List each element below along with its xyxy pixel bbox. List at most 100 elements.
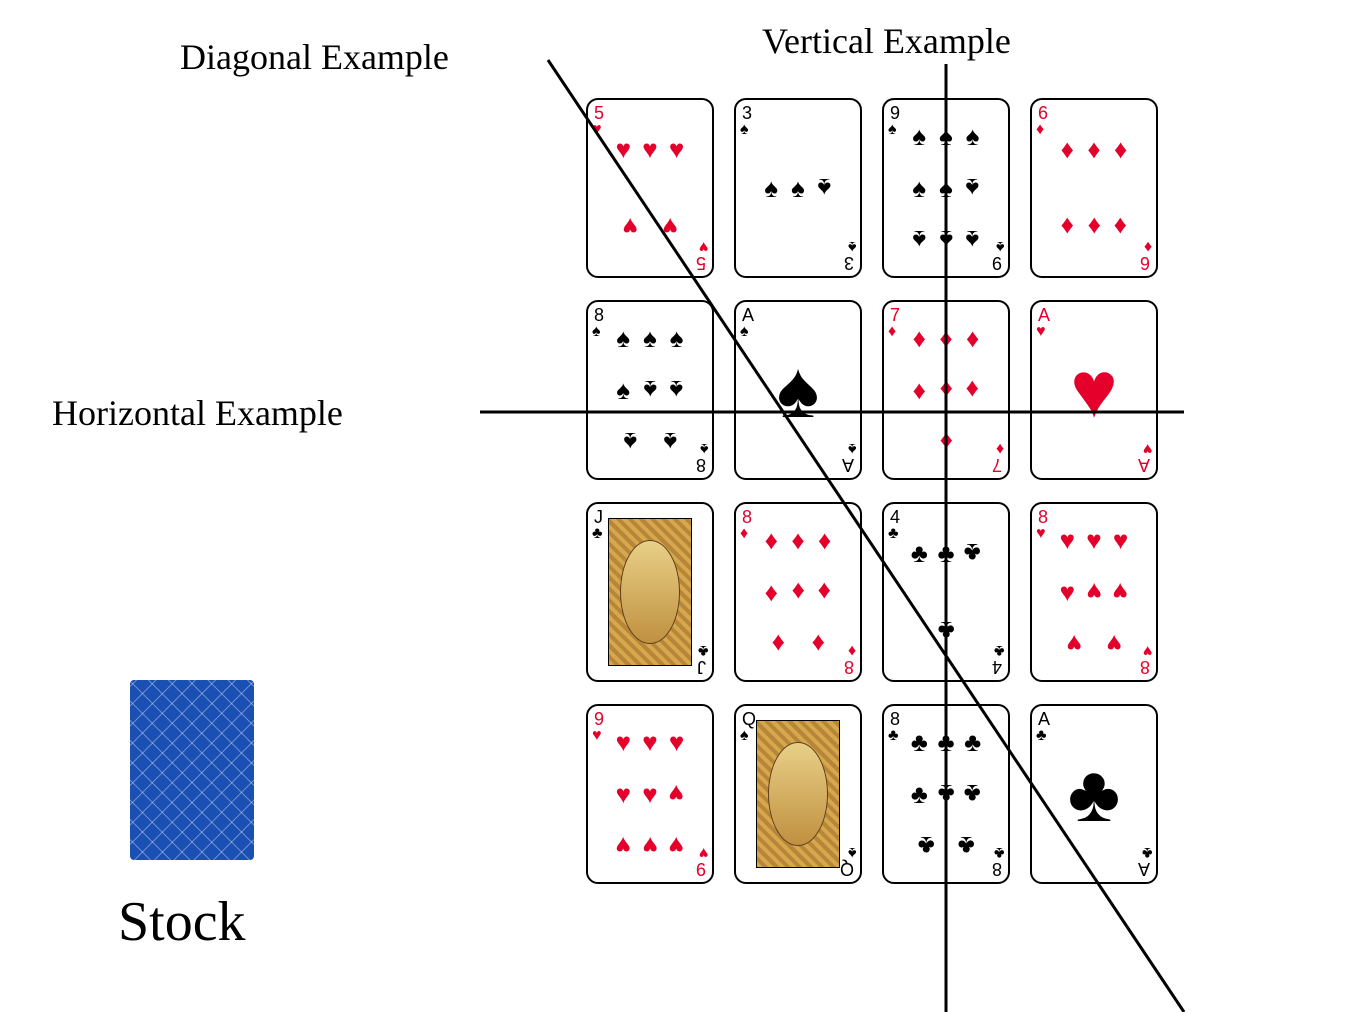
- pip-icon: ♦: [1081, 214, 1107, 240]
- playing-card[interactable]: 7♦7♦♦♦♦♦♦♦♦: [882, 300, 1010, 480]
- suit-icon: ♦: [740, 526, 748, 542]
- stock-label: Stock: [118, 890, 246, 954]
- suit-icon: ♣: [698, 642, 709, 658]
- pip-icon: ♠: [785, 175, 811, 201]
- pip-icon: ♠: [610, 325, 636, 351]
- pip-icon: ♥: [1054, 527, 1080, 553]
- card-rank: 9: [992, 254, 1002, 272]
- card-rank: A: [1038, 710, 1050, 728]
- pip-area: ♥♥♥♥♥♥♥♥♥: [610, 716, 690, 872]
- card-rank: 8: [594, 306, 604, 324]
- playing-card[interactable]: A♣A♣♣: [1030, 704, 1158, 884]
- pip-icon: ♥: [637, 833, 663, 859]
- playing-card[interactable]: 8♥8♥♥♥♥♥♥♥♥♥: [1030, 502, 1158, 682]
- pip-icon: ♥: [1054, 579, 1080, 605]
- pip-icon: ♣: [953, 833, 979, 859]
- pip-icon: ♦: [765, 631, 791, 657]
- suit-icon: ♥: [699, 844, 709, 860]
- playing-card[interactable]: J♣J♣: [586, 502, 714, 682]
- card-rank: 8: [742, 508, 752, 526]
- pip-icon: ♦: [811, 527, 837, 553]
- pip-icon: ♥: [657, 214, 683, 240]
- playing-card[interactable]: 8♦8♦♦♦♦♦♦♦♦♦: [734, 502, 862, 682]
- pip-icon: ♥: [1081, 579, 1107, 605]
- suit-icon: ♦: [1144, 238, 1152, 254]
- pip-icon: ♦: [959, 377, 985, 403]
- suit-icon: ♦: [848, 642, 856, 658]
- playing-card[interactable]: 8♣8♣♣♣♣♣♣♣♣♣: [882, 704, 1010, 884]
- pip-icon: ♦: [933, 429, 959, 455]
- pip-icon: ♥: [663, 136, 689, 162]
- pip-icon: ♦: [1107, 214, 1133, 240]
- pip-area: ♣♣♣♣: [906, 514, 986, 670]
- card-rank: A: [1138, 860, 1150, 878]
- suit-icon: ♦: [888, 324, 896, 340]
- pip-icon: ♥: [663, 833, 689, 859]
- pip-icon: ♠: [933, 123, 959, 149]
- pip-icon: ♥: [1061, 631, 1087, 657]
- card-rank: 9: [594, 710, 604, 728]
- pip-icon: ♥: [610, 136, 636, 162]
- playing-card[interactable]: A♠A♠♠: [734, 300, 862, 480]
- pip-icon: ♠: [959, 123, 985, 149]
- playing-card[interactable]: 6♦6♦♦♦♦♦♦♦: [1030, 98, 1158, 278]
- playing-card[interactable]: A♥A♥♥: [1030, 300, 1158, 480]
- card-rank: A: [742, 306, 754, 324]
- pip-icon: ♠: [906, 227, 932, 253]
- pip-icon: ♣: [906, 781, 932, 807]
- suit-icon: ♣: [888, 728, 899, 744]
- playing-card[interactable]: 5♥5♥♥♥♥♥♥: [586, 98, 714, 278]
- pip-icon: ♠: [663, 325, 689, 351]
- pip-icon: ♥: [663, 781, 689, 807]
- pip-icon: ♥: [637, 729, 663, 755]
- pip-icon: ♥: [610, 833, 636, 859]
- suit-icon: ♣: [1142, 844, 1153, 860]
- suit-icon: ♦: [1036, 122, 1044, 138]
- pip-area: ♦♦♦♦♦♦♦: [906, 312, 986, 468]
- suit-icon: ♠: [592, 324, 601, 340]
- card-rank: 9: [890, 104, 900, 122]
- card-rank: 4: [992, 658, 1002, 676]
- pip-icon: ♣: [906, 540, 932, 566]
- playing-card[interactable]: Q♠Q♠: [734, 704, 862, 884]
- pip-icon: ♠: [959, 175, 985, 201]
- pip-icon: ♠: [906, 175, 932, 201]
- playing-card[interactable]: 4♣4♣♣♣♣♣: [882, 502, 1010, 682]
- suit-icon: ♠: [740, 122, 749, 138]
- pip-area: ♠♠♠♠♠♠♠♠: [610, 312, 690, 468]
- card-rank: 9: [696, 860, 706, 878]
- pip-icon: ♦: [933, 325, 959, 351]
- ace-pip-icon: ♥: [1070, 350, 1118, 430]
- suit-icon: ♠: [848, 238, 857, 254]
- suit-icon: ♥: [592, 122, 602, 138]
- card-rank: 8: [1140, 658, 1150, 676]
- card-rank: 7: [890, 306, 900, 324]
- playing-card[interactable]: 8♠8♠♠♠♠♠♠♠♠♠: [586, 300, 714, 480]
- card-rank: 5: [594, 104, 604, 122]
- playing-card[interactable]: 3♠3♠♠♠♠: [734, 98, 862, 278]
- pip-icon: ♣: [933, 781, 959, 807]
- suit-icon: ♠: [740, 728, 749, 744]
- playing-card[interactable]: 9♥9♥♥♥♥♥♥♥♥♥♥: [586, 704, 714, 884]
- card-rank: 4: [890, 508, 900, 526]
- suit-icon: ♥: [1036, 324, 1046, 340]
- pip-icon: ♥: [1107, 579, 1133, 605]
- stock-card-back[interactable]: [122, 672, 262, 868]
- suit-icon: ♠: [848, 844, 857, 860]
- suit-icon: ♣: [888, 526, 899, 542]
- playing-card[interactable]: 9♠9♠♠♠♠♠♠♠♠♠♠: [882, 98, 1010, 278]
- face-card-art: [756, 720, 840, 868]
- pip-area: ♦♦♦♦♦♦: [1054, 110, 1134, 266]
- pip-icon: ♠: [758, 175, 784, 201]
- card-rank: 5: [696, 254, 706, 272]
- suit-icon: ♣: [592, 526, 603, 542]
- card-rank: 8: [890, 710, 900, 728]
- suit-icon: ♣: [994, 844, 1005, 860]
- pip-icon: ♠: [657, 429, 683, 455]
- card-rank: 8: [696, 456, 706, 474]
- pip-icon: ♣: [906, 729, 932, 755]
- ace-pip-icon: ♠: [777, 350, 820, 430]
- card-rank: 6: [1038, 104, 1048, 122]
- suit-icon: ♠: [700, 440, 709, 456]
- pip-icon: ♦: [933, 377, 959, 403]
